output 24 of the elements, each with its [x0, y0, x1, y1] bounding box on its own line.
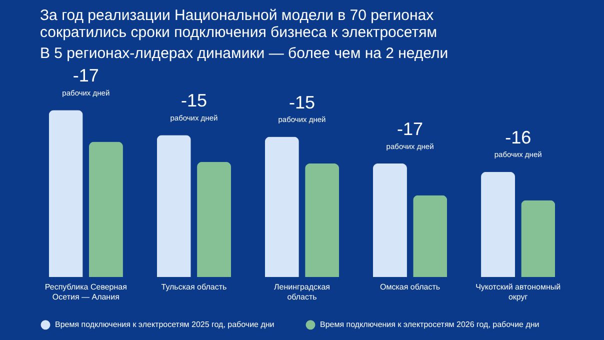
chart-subtitle: В 5 регионах-лидерах динамики — более чем на 2 недели	[40, 45, 448, 62]
chart-title: За год реализации Национальной модели в 70 регионах сократились сроки подключения бизнеса к электросетям	[40, 7, 438, 41]
legend-label: Время подключения к электросетям 2026 год, рабочие дни	[320, 320, 540, 329]
annotation: -17	[397, 119, 424, 140]
bar	[413, 195, 448, 277]
legend-label: Время подключения к электросетям 2025 год, рабочие дни	[55, 320, 274, 329]
bar	[48, 110, 83, 277]
x-tick-label: Тульская область	[161, 282, 227, 292]
x-tick-label: Республика Северная Осетия — Алания	[44, 282, 127, 302]
x-tick-label: Омская область	[380, 282, 440, 292]
annotation: -15	[288, 92, 316, 112]
bar	[372, 163, 407, 277]
bar	[197, 162, 232, 277]
bar	[156, 135, 191, 277]
text: -17	[72, 66, 99, 86]
annotation: -16	[505, 127, 532, 148]
bar	[305, 163, 340, 277]
annotation: -15	[180, 90, 207, 111]
bar	[88, 142, 123, 277]
bar	[521, 200, 556, 277]
bar	[481, 172, 516, 277]
bar	[264, 136, 299, 277]
x-tick-label: Чукотский автономный округ	[476, 282, 561, 302]
x-tick-label: Ленинградская область	[274, 282, 330, 302]
